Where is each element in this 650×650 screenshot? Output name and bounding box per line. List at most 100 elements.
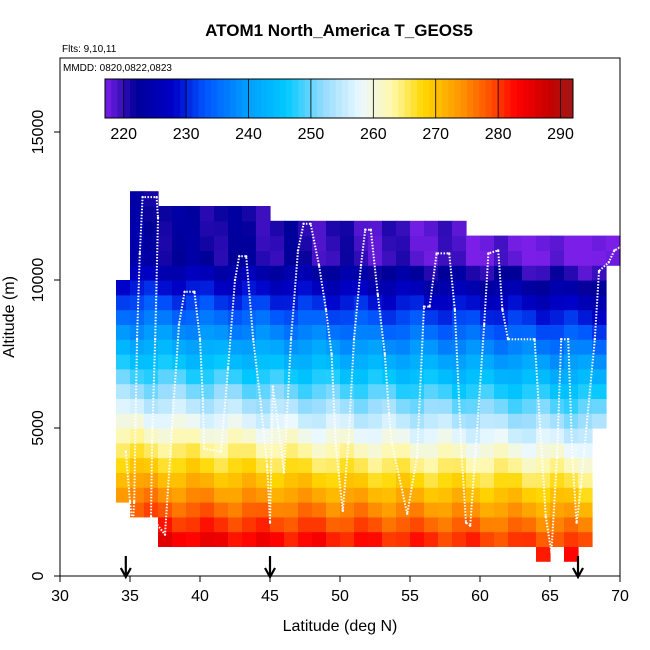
curtain-cell (172, 309, 187, 325)
latitude-marker-arrow (264, 556, 276, 580)
curtain-cell (144, 294, 159, 311)
curtain-cell (326, 220, 341, 237)
curtain-cell (200, 265, 215, 281)
curtain-cell (326, 472, 341, 488)
curtain-cell (256, 294, 271, 311)
curtain-cell (522, 383, 537, 399)
curtain-cell (382, 339, 397, 355)
curtain-cell (606, 235, 621, 251)
curtain-cell (284, 398, 299, 414)
curtain-cell (508, 354, 523, 370)
curtain-cell (340, 280, 355, 296)
curtain-cell (564, 235, 579, 251)
colorbar-swatch (373, 79, 381, 118)
curtain-cell (312, 339, 327, 355)
curtain-cell (480, 339, 495, 355)
curtain-cell (172, 413, 187, 429)
curtain-cell (410, 413, 425, 429)
curtain-cell (382, 265, 397, 281)
curtain-cell (396, 265, 411, 281)
curtain-cell (536, 309, 551, 325)
curtain-cell (508, 516, 523, 533)
curtain-cell (508, 457, 523, 473)
colorbar-tick-label: 240 (235, 126, 262, 143)
flight-track-point (317, 264, 321, 267)
x-tick-label: 55 (401, 588, 419, 605)
curtain-cell (522, 368, 537, 385)
curtain-cell (452, 428, 467, 444)
curtain-cell (298, 235, 313, 251)
curtain-cell (564, 487, 579, 503)
curtain-cell (438, 294, 453, 311)
curtain-cell (368, 516, 383, 533)
curtain-cell (508, 531, 523, 547)
curtain-cell (256, 428, 271, 444)
curtain-cell (228, 368, 243, 385)
curtain-cell (536, 250, 551, 266)
curtain-cell (228, 502, 243, 518)
curtain-cell (424, 309, 439, 325)
curtain-cell (522, 502, 537, 518)
curtain-cell (172, 339, 187, 355)
curtain-cell (186, 324, 201, 340)
flight-track-point (309, 222, 312, 225)
y-tick-label: 5000 (30, 410, 47, 446)
curtain-cell (410, 457, 425, 473)
flight-track (124, 195, 622, 554)
curtain-cell (312, 309, 327, 325)
curtain-cell (536, 546, 551, 562)
curtain-cell (242, 472, 257, 488)
flight-track-point (271, 385, 274, 388)
curtain-cell (186, 428, 201, 444)
curtain-cell (326, 235, 341, 251)
curtain-cell (284, 516, 299, 533)
curtain-cell (270, 324, 285, 340)
latitude-markers (119, 556, 584, 580)
curtain-cell (214, 339, 229, 355)
curtain-cell (200, 280, 215, 296)
curtain-cell (438, 457, 453, 473)
curtain-cell (130, 235, 145, 251)
curtain-cell (158, 220, 173, 237)
flight-track-point (448, 252, 451, 255)
curtain-cell (256, 265, 271, 281)
curtain-cell (172, 265, 187, 281)
curtain-cell (494, 516, 509, 533)
curtain-cell (466, 235, 481, 251)
flight-track-line (124, 196, 621, 554)
curtain-cell (312, 324, 327, 340)
curtain-cell (298, 339, 313, 355)
curtain-cell (466, 294, 481, 311)
curtain-cell (158, 502, 173, 518)
curtain-cell (452, 383, 467, 399)
colorbar-swatch (479, 79, 487, 118)
curtain-cell (438, 442, 453, 459)
curtain-cell (550, 368, 565, 385)
curtain-cell (228, 354, 243, 370)
curtain-cell (214, 206, 229, 222)
curtain-cell (242, 413, 257, 429)
flight-track-point (277, 426, 280, 430)
curtain-cell (564, 280, 579, 296)
curtain-cell (270, 516, 285, 533)
curtain-cell (214, 368, 229, 385)
curtain-cell (158, 309, 173, 325)
curtain-cell (410, 339, 425, 355)
curtain-cell (130, 398, 145, 414)
curtain-cell (508, 368, 523, 385)
curtain-cell (242, 428, 257, 444)
curtain-cell (242, 516, 257, 533)
curtain-cell (578, 280, 593, 296)
curtain-cell (270, 457, 285, 473)
curtain-cell (312, 280, 327, 296)
curtain-cell (186, 472, 201, 488)
curtain-cell (466, 428, 481, 444)
curtain-cell (298, 294, 313, 311)
curtain-cell (298, 265, 313, 281)
colorbar-swatch (410, 79, 418, 118)
curtain-cell (270, 354, 285, 370)
curtain-cell (494, 398, 509, 414)
curtain-cell (466, 265, 481, 281)
curtain-cell (298, 324, 313, 340)
curtain-cell (382, 250, 397, 266)
